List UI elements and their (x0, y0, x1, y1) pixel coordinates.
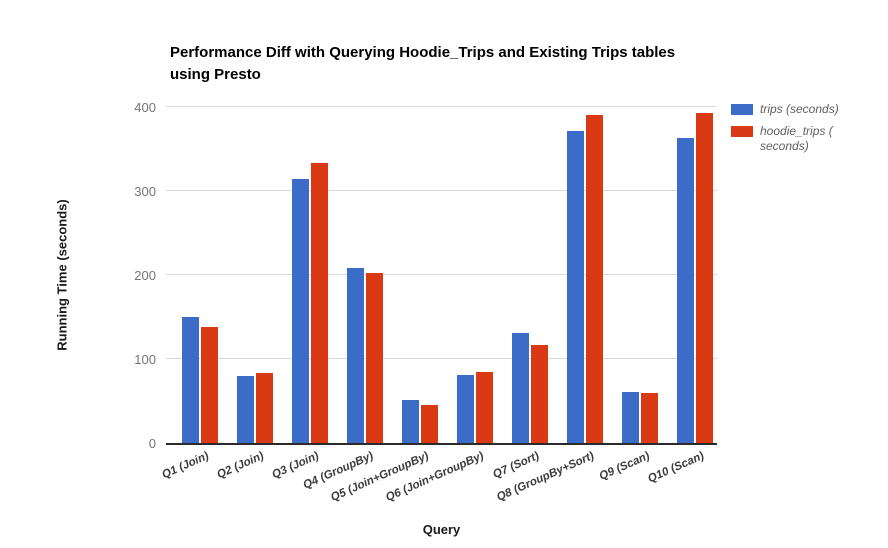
bar-hoodie-trips-q5[interactable] (420, 405, 438, 443)
bar-hoodie-trips-q8[interactable] (586, 115, 604, 443)
x-tick-label-q10: Q10 (Scan) (646, 450, 707, 486)
bar-hoodie-trips-q10[interactable] (696, 112, 714, 443)
bar-trips-q6[interactable] (457, 374, 474, 443)
bar-hoodie-trips-q6[interactable] (476, 371, 493, 443)
gridline-y-400 (166, 106, 717, 107)
x-tick-label-q8: Q8 (GroupBy+Sort) (495, 450, 597, 504)
legend-item-trips[interactable]: trips (seconds) (731, 102, 881, 117)
x-tick-label-q9: Q9 (Scan) (597, 450, 652, 483)
gridline-y-300 (166, 190, 717, 191)
x-tick-label-q2: Q2 (Join) (215, 450, 266, 482)
y-tick-label-400: 400 (134, 100, 156, 115)
legend-label: hoodie_trips ( seconds) (760, 124, 833, 153)
gridline-y-200 (166, 274, 717, 275)
chart-title: Performance Diff with Querying Hoodie_Tr… (170, 42, 770, 86)
legend-label: trips (seconds) (760, 102, 839, 116)
legend: trips (seconds) hoodie_trips ( seconds) (731, 102, 881, 161)
y-tick-label-0: 0 (148, 436, 156, 451)
bar-hoodie-trips-q2[interactable] (255, 373, 273, 443)
bar-trips-q5[interactable] (401, 400, 419, 443)
legend-swatch-icon (731, 126, 753, 137)
x-tick-label-q6: Q6 (Join+GroupBy) (384, 450, 486, 504)
plot-area (166, 106, 717, 445)
bar-trips-q2[interactable] (236, 375, 254, 443)
bar-trips-q9[interactable] (622, 391, 640, 443)
chart-title-line-1: Performance Diff with Querying Hoodie_Tr… (170, 44, 676, 61)
bar-trips-q3[interactable] (291, 179, 309, 443)
chart-title-line-2: using Presto (170, 66, 261, 83)
bar-trips-q4[interactable] (346, 268, 364, 443)
y-tick-label-300: 300 (134, 184, 156, 199)
bar-trips-q10[interactable] (677, 138, 695, 443)
gridline-y-100 (166, 358, 717, 359)
bar-hoodie-trips-q1[interactable] (200, 327, 218, 443)
bar-trips-q8[interactable] (567, 131, 585, 443)
legend-item-hoodie-trips[interactable]: hoodie_trips ( seconds) (731, 124, 881, 154)
y-tick-label-100: 100 (134, 352, 156, 367)
bar-hoodie-trips-q4[interactable] (365, 273, 383, 443)
bar-hoodie-trips-q3[interactable] (310, 163, 328, 443)
y-tick-label-200: 200 (134, 268, 156, 283)
bar-trips-q7[interactable] (512, 332, 530, 443)
legend-swatch-icon (731, 104, 753, 115)
y-axis-title: Running Time (seconds) (54, 199, 70, 351)
x-tick-label-q1: Q1 (Join) (159, 450, 211, 482)
x-axis-title: Query (422, 522, 461, 537)
bar-hoodie-trips-q9[interactable] (641, 393, 659, 443)
x-tick-label-q5: Q5 (Join+GroupBy) (329, 450, 431, 504)
bar-trips-q1[interactable] (181, 317, 199, 443)
bar-hoodie-trips-q7[interactable] (531, 344, 549, 443)
